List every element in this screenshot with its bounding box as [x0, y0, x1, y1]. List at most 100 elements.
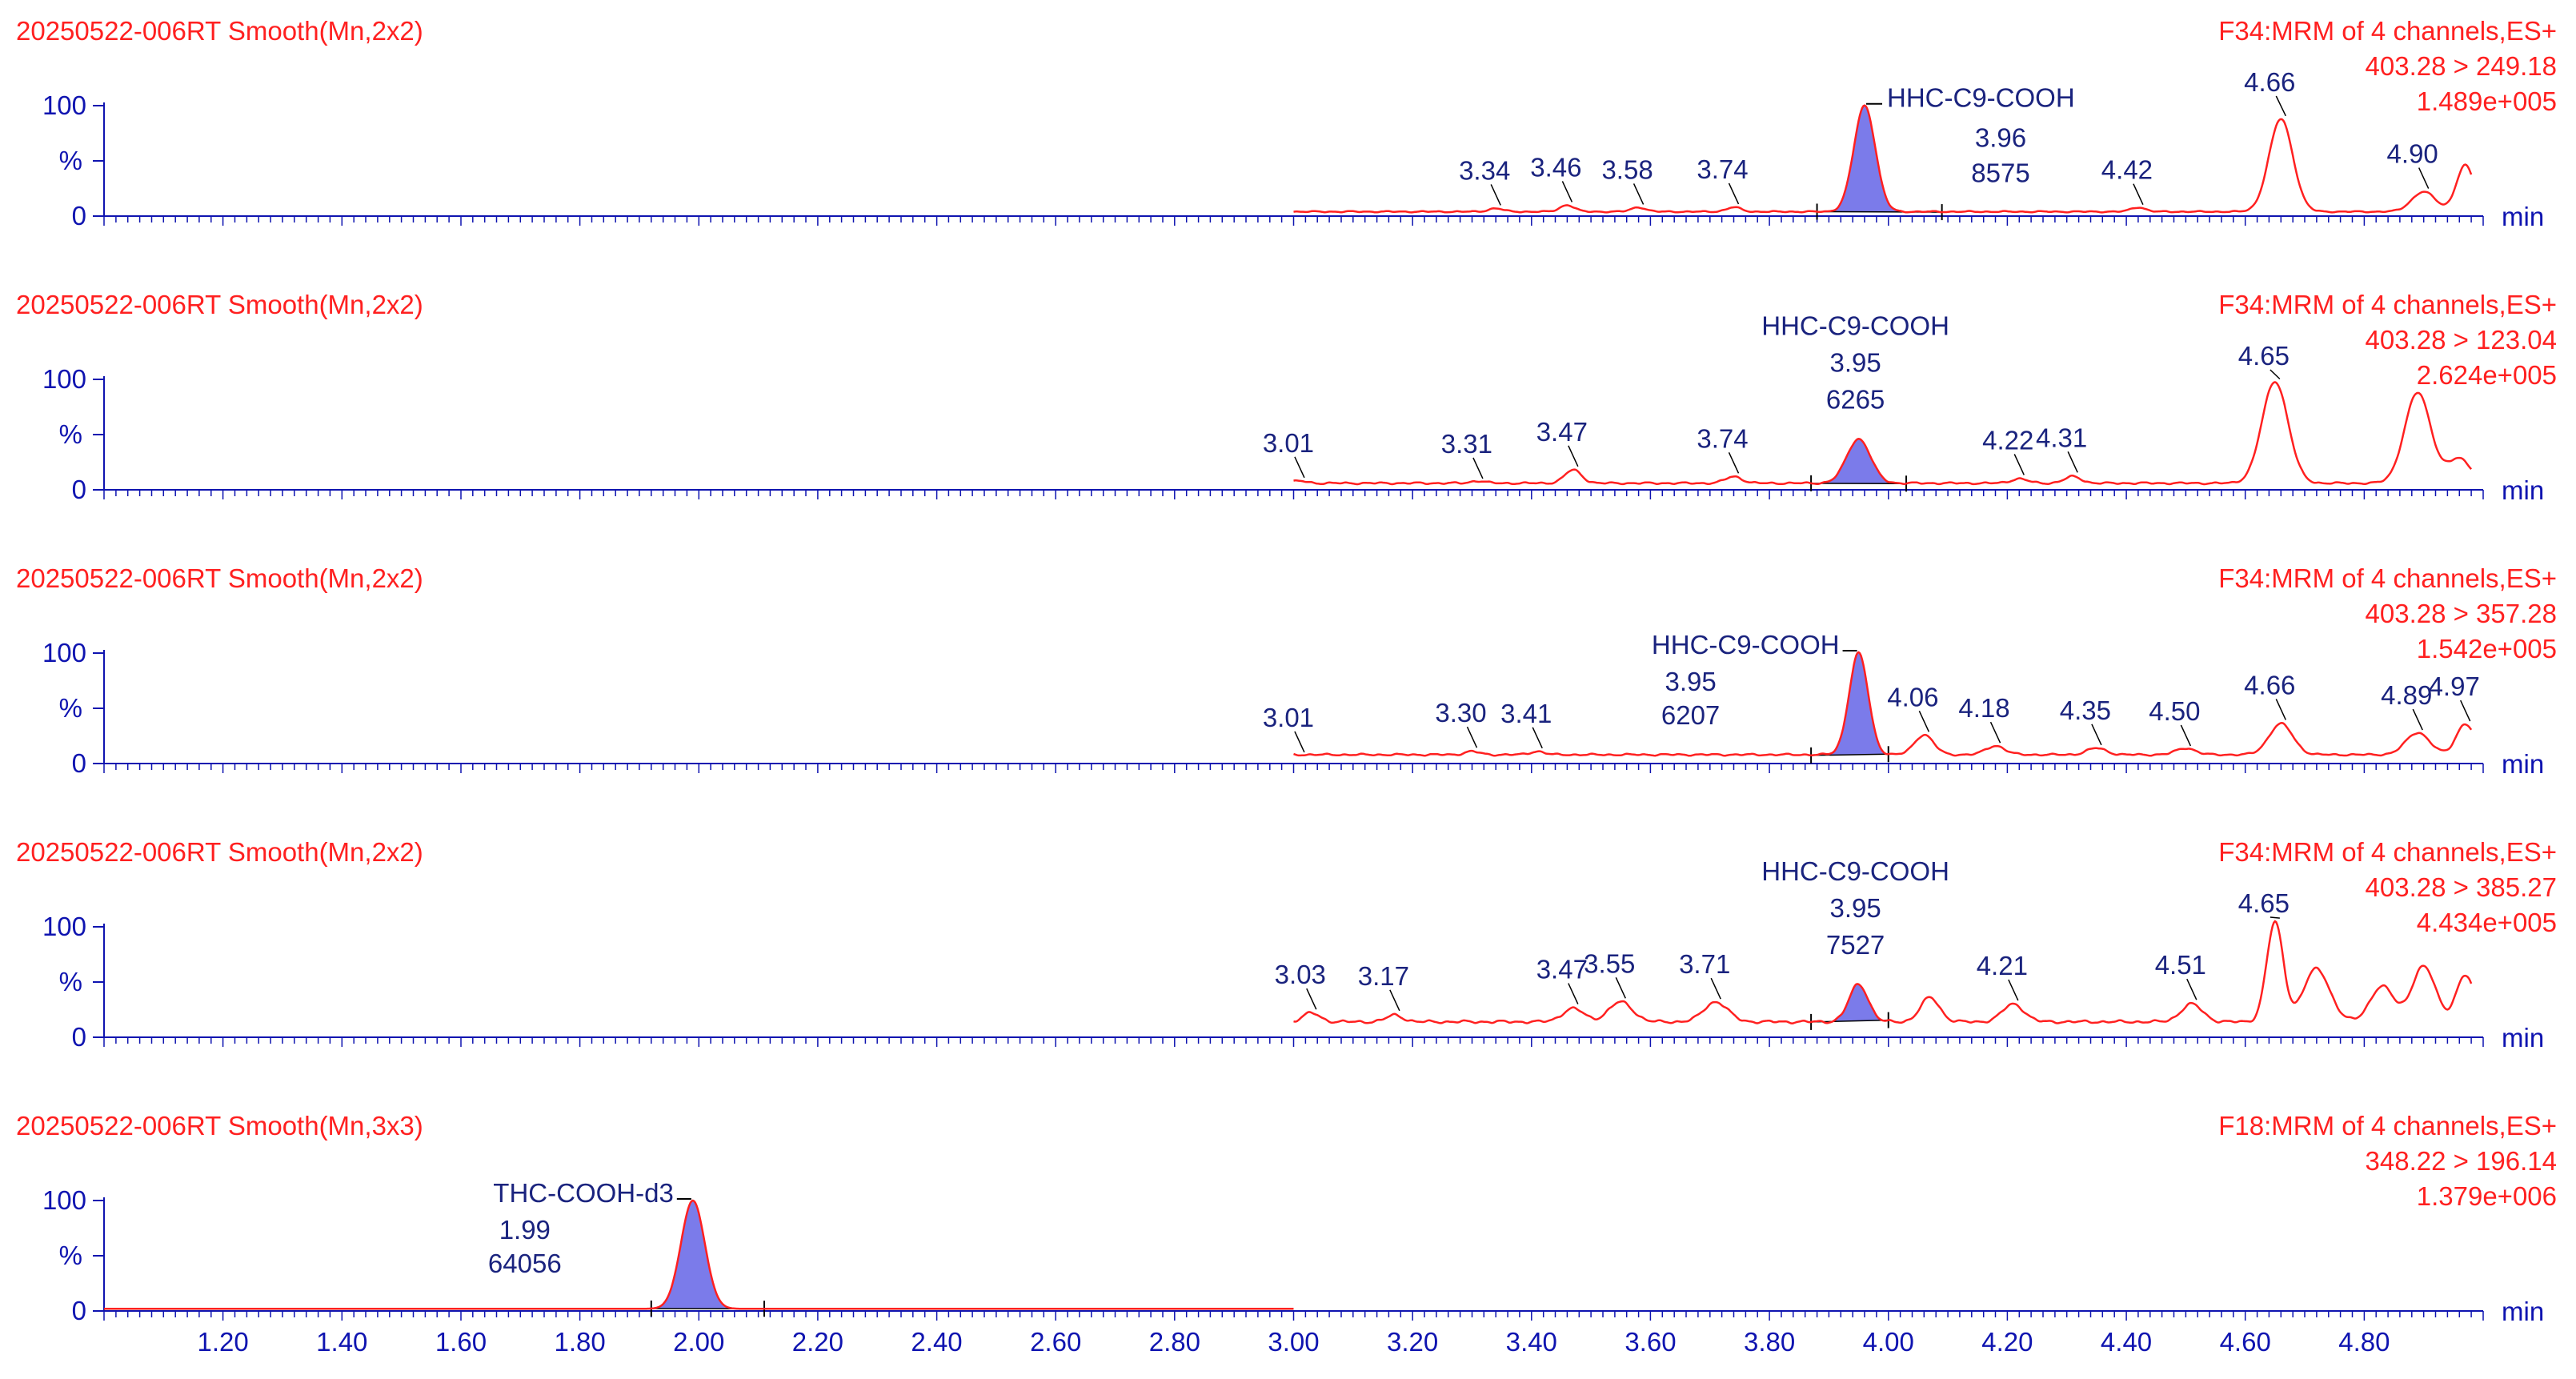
- y-axis-percent-label: %: [59, 146, 82, 175]
- y-tick-label-0: 0: [72, 748, 86, 778]
- x-tick-label: 4.40: [2101, 1327, 2152, 1357]
- peak-label-leader: [1918, 710, 1930, 732]
- x-tick-label: 3.80: [1744, 1327, 1795, 1357]
- peak-retention-time: 3.95: [1829, 893, 1881, 923]
- peak-label-leader: [2270, 369, 2281, 380]
- peak-label-leader: [2180, 724, 2192, 747]
- x-tick-label: 2.80: [1149, 1327, 1200, 1357]
- peak-label-leader: [1710, 977, 1721, 1000]
- peak-label-leader: [2412, 708, 2423, 731]
- chromatogram-trace: [104, 1199, 1294, 1310]
- chromatogram-trace: [1293, 651, 2473, 757]
- peak-area-value: 7527: [1826, 930, 1885, 960]
- peak-baseline: [1811, 753, 1889, 756]
- panel-sample-title: 20250522-006RT Smooth(Mn,2x2): [16, 290, 423, 319]
- peak-rt-label: 3.74: [1697, 423, 1748, 453]
- peak-rt-label: 4.89: [2381, 680, 2432, 710]
- panel-function-title: F34:MRM of 4 channels,ES+: [2218, 290, 2557, 319]
- chromatogram-trace: [1293, 104, 2473, 214]
- x-axis-unit: min: [2502, 202, 2544, 231]
- panel-transition: 403.28 > 357.28: [2366, 599, 2557, 628]
- peak-rt-label: 4.06: [1887, 682, 1938, 712]
- peak-label-leader: [2275, 95, 2286, 117]
- panel-intensity: 1.489e+005: [2417, 86, 2557, 116]
- peak-label-leader: [2418, 167, 2430, 189]
- peak-rt-label: 3.47: [1536, 417, 1588, 447]
- panel-function-title: F34:MRM of 4 channels,ES+: [2218, 563, 2557, 593]
- peak-rt-label: 4.66: [2244, 67, 2295, 97]
- peak-rt-label: 4.42: [2101, 155, 2153, 185]
- x-axis-unit: min: [2502, 1297, 2544, 1326]
- x-tick-label: 2.00: [673, 1327, 724, 1357]
- x-axis-unit: min: [2502, 1023, 2544, 1052]
- peak-rt-label: 4.90: [2387, 139, 2438, 169]
- chromatogram-panel-4: 20250522-006RT Smooth(Mn,2x2) F34:MRM of …: [16, 837, 2557, 1052]
- peak-label-leader: [1568, 445, 1579, 467]
- peak-rt-label: 4.21: [1977, 951, 2028, 980]
- peak-label-leader: [1472, 457, 1484, 479]
- x-axis-ticks: [103, 216, 2484, 226]
- panel-sample-title: 20250522-006RT Smooth(Mn,2x2): [16, 16, 423, 46]
- peak-label-leader: [2013, 454, 2025, 475]
- peak-rt-label: 3.74: [1697, 154, 1748, 184]
- peak-label-leader: [1568, 983, 1579, 1004]
- peak-label-leader: [1294, 731, 1305, 753]
- x-tick-label: 4.00: [1863, 1327, 1914, 1357]
- peak-label-leader: [2186, 978, 2197, 1000]
- x-tick-label: 2.20: [792, 1327, 843, 1357]
- chromatogram-trace: [1293, 920, 2473, 1024]
- x-tick-label: 4.20: [1981, 1327, 2033, 1357]
- peak-label-leader: [1561, 181, 1573, 202]
- peak-rt-label: 3.55: [1584, 948, 1635, 978]
- peak-retention-time: 3.96: [1975, 123, 2026, 153]
- x-tick-label: 3.60: [1625, 1327, 1676, 1357]
- x-axis-unit: min: [2502, 475, 2544, 505]
- panel-sample-title: 20250522-006RT Smooth(Mn,3x3): [16, 1111, 423, 1140]
- peak-rt-label: 3.01: [1263, 428, 1314, 458]
- peak-label-leader: [2091, 724, 2102, 746]
- peak-label-leader: [1615, 977, 1626, 999]
- x-axis-ticks: [103, 1037, 2484, 1047]
- y-tick-label-100: 100: [42, 638, 86, 667]
- integrated-peak-area: [1811, 652, 1889, 756]
- peak-rt-label: 3.31: [1441, 429, 1492, 459]
- peak-rt-label: 4.51: [2155, 950, 2206, 980]
- peak-rt-label: 3.03: [1275, 960, 1326, 989]
- panel-intensity: 2.624e+005: [2417, 360, 2557, 390]
- panel-intensity: 1.379e+006: [2417, 1181, 2557, 1211]
- peak-rt-label: 3.41: [1500, 699, 1552, 728]
- peak-rt-label: 3.30: [1435, 698, 1486, 728]
- peak-compound-name: THC-COOH-d3: [493, 1178, 674, 1208]
- x-axis-unit: min: [2502, 749, 2544, 779]
- x-axis-ticks: [103, 1311, 2484, 1321]
- x-tick-label: 1.60: [435, 1327, 487, 1357]
- peak-area-value: 64056: [488, 1249, 562, 1278]
- peak-label-leader: [2460, 700, 2471, 722]
- peak-rt-label: 4.50: [2149, 696, 2200, 726]
- y-tick-label-100: 100: [42, 364, 86, 394]
- integrated-peak-area: [1811, 439, 1906, 484]
- peak-retention-time: 1.99: [499, 1215, 551, 1245]
- y-tick-label-0: 0: [72, 1296, 86, 1325]
- peak-rt-label: 3.71: [1679, 949, 1730, 979]
- y-tick-label-100: 100: [42, 1185, 86, 1215]
- peak-label-leader: [2008, 979, 2019, 1001]
- panel-sample-title: 20250522-006RT Smooth(Mn,2x2): [16, 563, 423, 593]
- y-axis-percent-label: %: [59, 419, 82, 449]
- panel-transition: 403.28 > 123.04: [2366, 325, 2557, 355]
- peak-label-leader: [2133, 183, 2144, 206]
- integrated-peak-area: [1817, 105, 1942, 213]
- peak-compound-name: HHC-C9-COOH: [1652, 630, 1840, 659]
- x-axis-ticks: [103, 764, 2484, 773]
- y-tick-label-0: 0: [72, 201, 86, 231]
- y-tick-label-0: 0: [72, 475, 86, 504]
- peak-label-leader: [1728, 452, 1740, 474]
- panel-transition: 403.28 > 249.18: [2366, 51, 2557, 81]
- peak-rt-label: 4.35: [2060, 696, 2111, 725]
- panel-intensity: 1.542e+005: [2417, 634, 2557, 663]
- chromatogram-panel-1: 20250522-006RT Smooth(Mn,2x2) F34:MRM of …: [16, 16, 2557, 231]
- panel-transition: 348.22 > 196.14: [2366, 1146, 2557, 1176]
- peak-rt-label: 4.31: [2036, 423, 2087, 452]
- chromatogram-panel-3: 20250522-006RT Smooth(Mn,2x2) F34:MRM of …: [16, 563, 2557, 779]
